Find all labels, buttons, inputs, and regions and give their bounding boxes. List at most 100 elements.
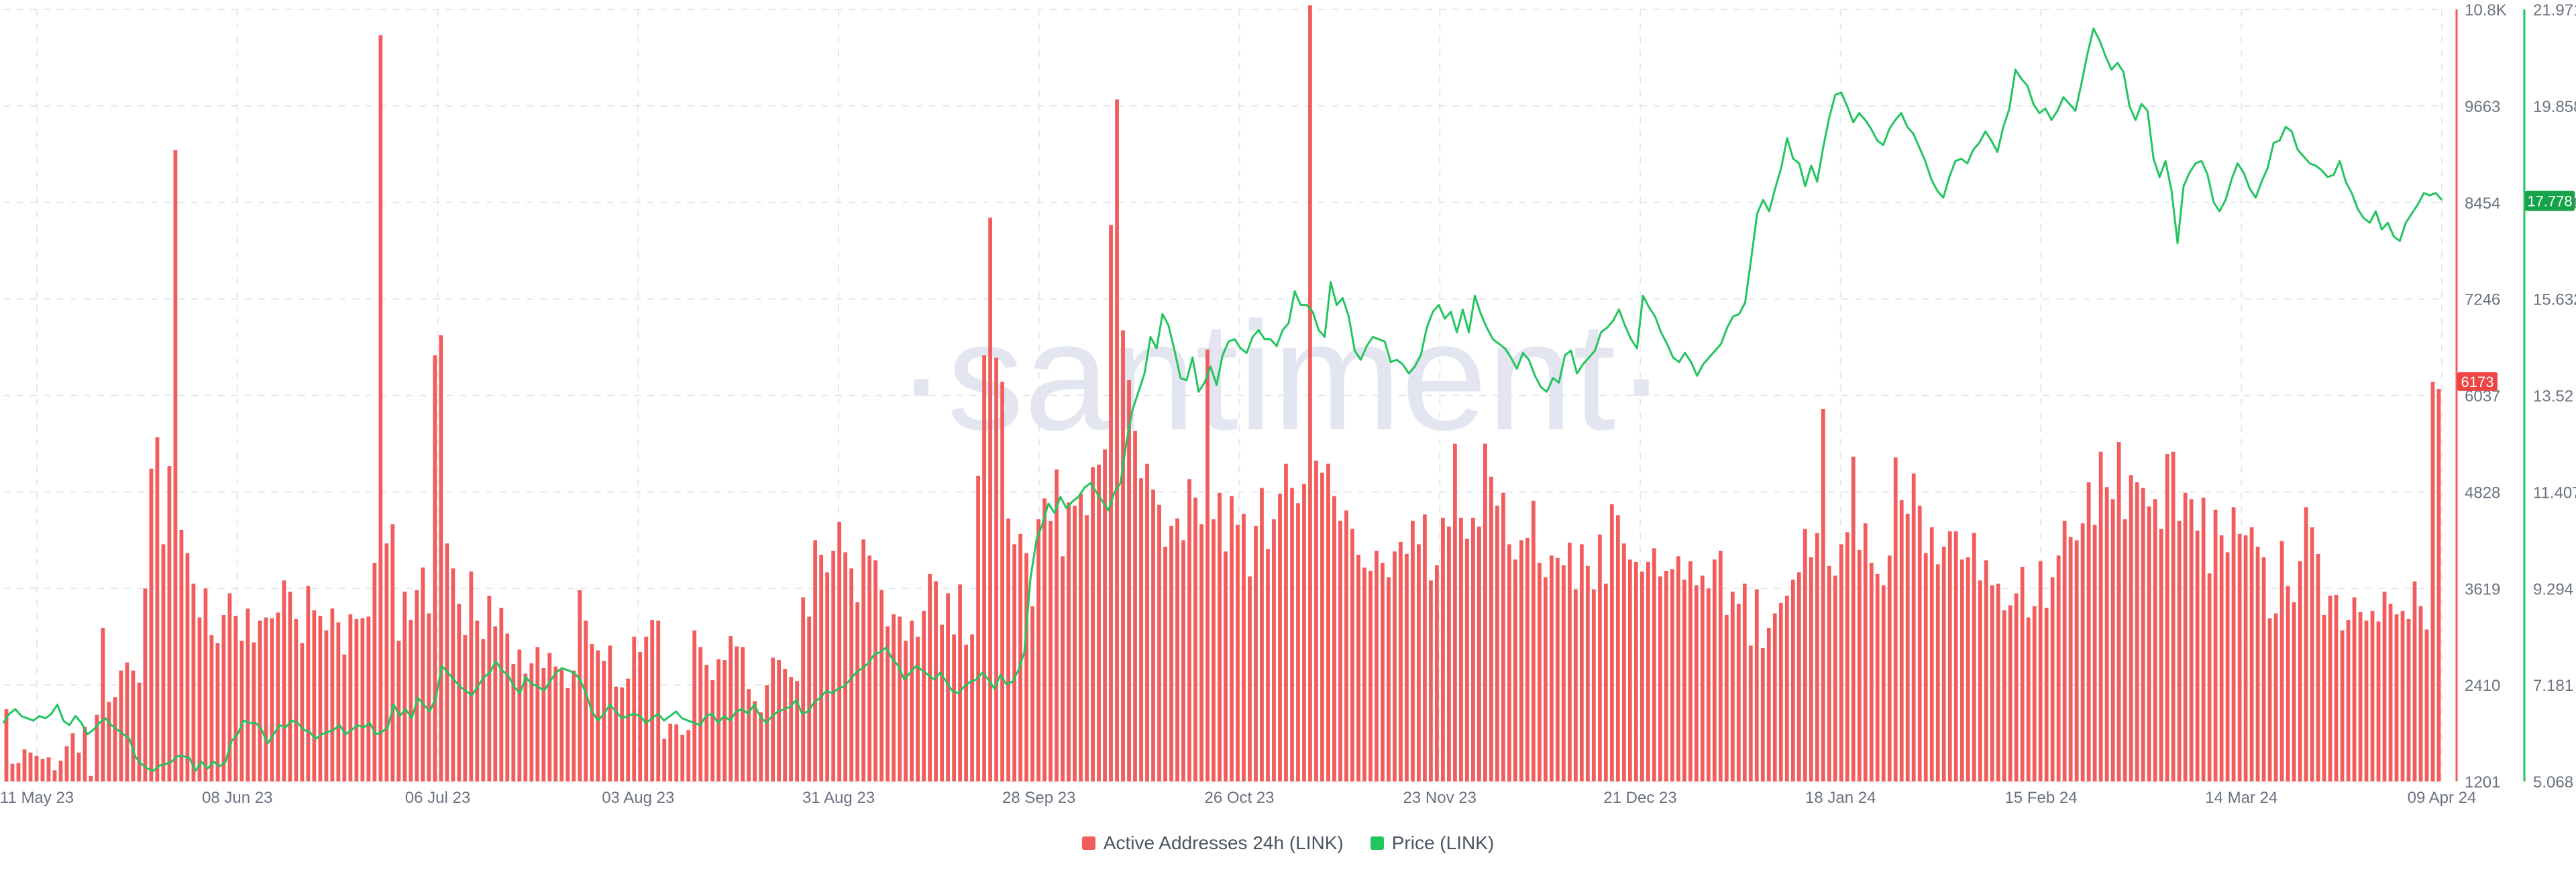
bar-active-addresses xyxy=(1344,510,1348,781)
point-price xyxy=(2075,110,2076,112)
bar-active-addresses xyxy=(1024,553,1028,781)
bar-active-addresses xyxy=(372,562,377,781)
point-price xyxy=(1907,126,1908,127)
point-price xyxy=(1702,364,1704,365)
point-price xyxy=(1978,142,1980,144)
point-price xyxy=(2309,162,2310,164)
point-price xyxy=(249,722,250,724)
bar-active-addresses xyxy=(336,622,341,781)
bar-active-addresses xyxy=(445,543,449,781)
bar-active-addresses xyxy=(2406,618,2411,781)
point-price xyxy=(1228,341,1230,342)
bar-active-addresses xyxy=(1157,504,1161,781)
point-price xyxy=(681,718,683,719)
point-price xyxy=(1270,338,1271,340)
bar-active-addresses xyxy=(384,543,389,781)
bar-active-addresses xyxy=(1730,592,1735,781)
bar-active-addresses xyxy=(2038,561,2043,781)
point-price xyxy=(1083,487,1085,488)
bar-active-addresses xyxy=(1036,519,1040,781)
bar-active-addresses xyxy=(1375,550,1379,781)
bar-active-addresses xyxy=(632,637,637,781)
point-price xyxy=(345,733,347,735)
point-price xyxy=(2129,105,2131,107)
bar-active-addresses xyxy=(2436,388,2441,781)
bar-active-addresses xyxy=(2147,506,2151,781)
bar-active-addresses xyxy=(1465,539,1469,781)
bar-active-addresses xyxy=(294,618,299,781)
point-price xyxy=(957,692,959,694)
bar-active-addresses xyxy=(2394,614,2399,781)
point-price xyxy=(717,722,719,724)
point-price xyxy=(747,713,749,714)
point-price xyxy=(1095,492,1097,493)
bar-active-addresses xyxy=(1664,570,1668,781)
bar-active-addresses xyxy=(70,733,75,781)
bar-active-addresses xyxy=(76,752,81,781)
point-price xyxy=(1366,345,1368,347)
bar-active-addresses xyxy=(1266,549,1270,781)
bar-active-addresses xyxy=(22,749,27,781)
point-price xyxy=(2393,235,2395,237)
legend-item-price[interactable]: Price (LINK) xyxy=(1370,832,1494,854)
point-price xyxy=(1925,160,1926,162)
tick-label-active-addresses: 1201 xyxy=(2465,773,2500,792)
bar-active-addresses xyxy=(916,637,920,781)
bar-active-addresses xyxy=(191,584,196,781)
point-price xyxy=(1949,176,1950,178)
point-price xyxy=(621,718,623,719)
point-price xyxy=(2417,204,2418,205)
bar-active-addresses xyxy=(239,641,244,781)
bar-active-addresses xyxy=(2002,610,2006,781)
point-price xyxy=(1390,361,1391,363)
bar-active-addresses xyxy=(282,580,286,781)
point-price xyxy=(164,763,166,765)
point-price xyxy=(1642,295,1644,296)
point-price xyxy=(1264,338,1265,340)
bar-active-addresses xyxy=(807,616,812,781)
bar-active-addresses xyxy=(1381,562,1385,781)
point-price xyxy=(1510,357,1512,358)
point-price xyxy=(2098,39,2100,41)
bar-active-addresses xyxy=(1658,576,1662,781)
bar-active-addresses xyxy=(2056,555,2061,781)
bar-active-addresses xyxy=(1905,513,1910,781)
point-price xyxy=(1168,325,1169,327)
bar-active-addresses xyxy=(2050,577,2055,781)
bar-active-addresses xyxy=(1296,503,1300,781)
bar-active-addresses xyxy=(354,618,359,781)
point-price xyxy=(471,695,473,696)
point-price xyxy=(1516,368,1518,370)
bar-active-addresses xyxy=(608,645,612,781)
point-price xyxy=(56,704,58,706)
point-price xyxy=(2063,97,2064,98)
bar-active-addresses xyxy=(1597,535,1602,781)
tick-label-x: 31 Aug 23 xyxy=(802,789,875,807)
point-price xyxy=(417,697,419,699)
bar-active-addresses xyxy=(40,759,45,781)
point-price xyxy=(807,710,809,712)
bar-active-addresses xyxy=(1990,585,1994,781)
point-price xyxy=(2057,110,2058,112)
bar-active-addresses xyxy=(52,770,57,781)
bar-active-addresses xyxy=(402,592,407,781)
bar-active-addresses xyxy=(976,476,980,781)
bar-active-addresses xyxy=(1411,521,1415,781)
bar-active-addresses xyxy=(2316,553,2320,781)
point-price xyxy=(1360,359,1362,361)
point-price xyxy=(657,713,659,714)
point-price xyxy=(796,699,797,701)
point-price xyxy=(2369,222,2371,223)
point-price xyxy=(459,686,461,688)
bar-active-addresses xyxy=(113,697,117,781)
tick-label-price: 21.971 xyxy=(2533,1,2576,19)
bar-active-addresses xyxy=(64,746,69,781)
bar-active-addresses xyxy=(578,590,582,781)
legend-item-active-addresses[interactable]: Active Addresses 24h (LINK) xyxy=(1081,832,1344,854)
point-price xyxy=(435,697,437,699)
point-price xyxy=(801,713,803,714)
point-price xyxy=(489,672,491,673)
point-price xyxy=(981,672,983,673)
point-price xyxy=(1864,119,1866,121)
bar-active-addresses xyxy=(1387,577,1391,781)
